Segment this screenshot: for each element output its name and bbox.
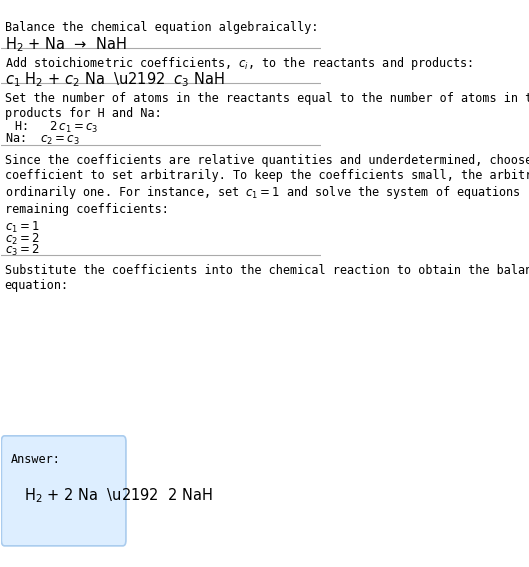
- Text: $\mathrm{H_2}$ + Na  →  NaH: $\mathrm{H_2}$ + Na → NaH: [5, 35, 126, 54]
- Text: $c_1\ \mathrm{H_2}$ + $c_2\ \mathrm{Na}$  \u2192  $c_3\ \mathrm{NaH}$: $c_1\ \mathrm{H_2}$ + $c_2\ \mathrm{Na}$…: [5, 70, 225, 89]
- Text: H:   $2\,c_1 = c_3$: H: $2\,c_1 = c_3$: [14, 120, 98, 135]
- Text: $c_2 = 2$: $c_2 = 2$: [5, 231, 40, 247]
- Text: Since the coefficients are relative quantities and underdetermined, choose a
coe: Since the coefficients are relative quan…: [5, 154, 529, 216]
- Text: Substitute the coefficients into the chemical reaction to obtain the balanced
eq: Substitute the coefficients into the che…: [5, 264, 529, 292]
- Text: Set the number of atoms in the reactants equal to the number of atoms in the
pro: Set the number of atoms in the reactants…: [5, 92, 529, 120]
- Text: $\mathrm{H_2}$ + 2 Na  \u2192  2 NaH: $\mathrm{H_2}$ + 2 Na \u2192 2 NaH: [24, 486, 212, 505]
- Text: Add stoichiometric coefficients, $c_i$, to the reactants and products:: Add stoichiometric coefficients, $c_i$, …: [5, 55, 473, 72]
- Text: Answer:: Answer:: [11, 453, 61, 466]
- Text: $c_1 = 1$: $c_1 = 1$: [5, 221, 40, 235]
- Text: $c_3 = 2$: $c_3 = 2$: [5, 243, 40, 258]
- Text: Balance the chemical equation algebraically:: Balance the chemical equation algebraica…: [5, 21, 318, 34]
- FancyBboxPatch shape: [2, 436, 126, 546]
- Text: Na:  $c_2 = c_3$: Na: $c_2 = c_3$: [5, 132, 79, 147]
